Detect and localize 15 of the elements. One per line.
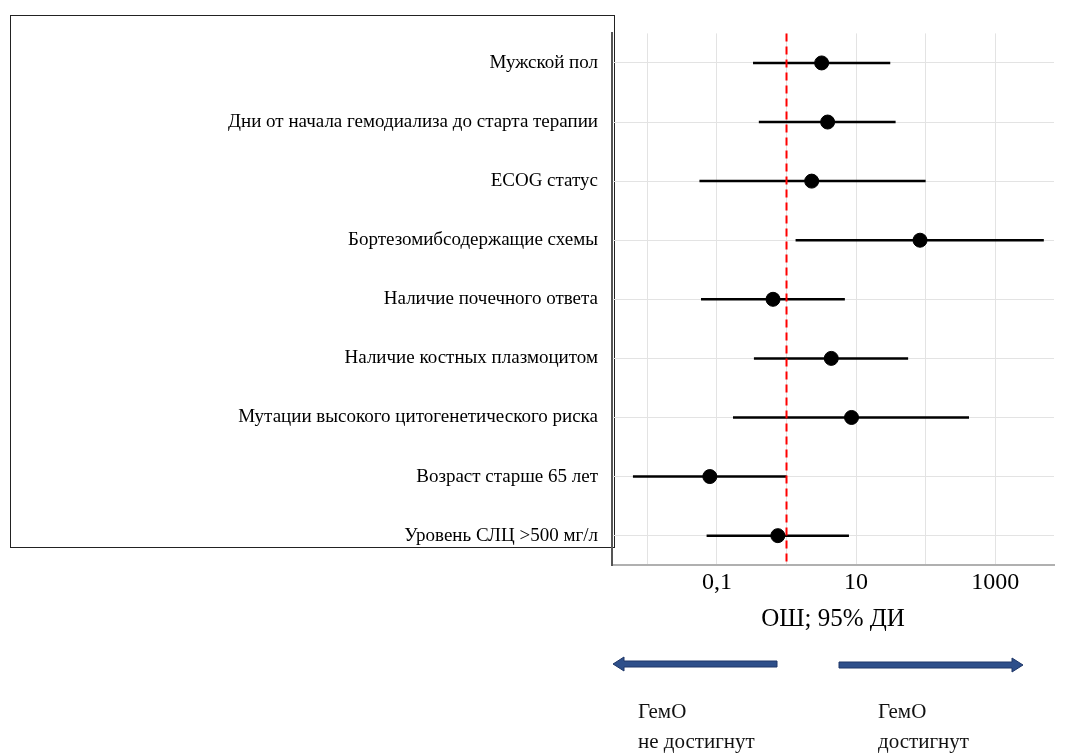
x-tick-label: 10	[844, 567, 869, 594]
y-tick-label: Уровень СЛЦ >500 мг/л	[404, 523, 599, 545]
y-tick-label: Мутации высокого цитогенетического риска	[238, 405, 599, 427]
y-tick-label: Дни от начала гемодиализа до старта терапии	[228, 110, 598, 132]
y-tick-label: Возраст старше 65 лет	[416, 464, 599, 486]
y-tick-label: Наличие почечного ответа	[383, 287, 599, 309]
x-tick-label: 0,1	[701, 567, 732, 594]
text: ГемО достигнут	[878, 698, 969, 753]
x-axis-title: ОШ; 95% ДИ	[761, 603, 905, 631]
y-tick-label: Наличие костных плазмоцитом	[344, 346, 598, 368]
text: ГемО не достигнут	[638, 698, 755, 753]
x-tick-label: 1000	[971, 567, 1020, 594]
y-tick-label: Бортезомибсодержащие схемы	[348, 228, 599, 250]
y-tick-label: Мужской пол	[489, 50, 599, 72]
y-tick-label: ECOG статус	[490, 169, 598, 191]
